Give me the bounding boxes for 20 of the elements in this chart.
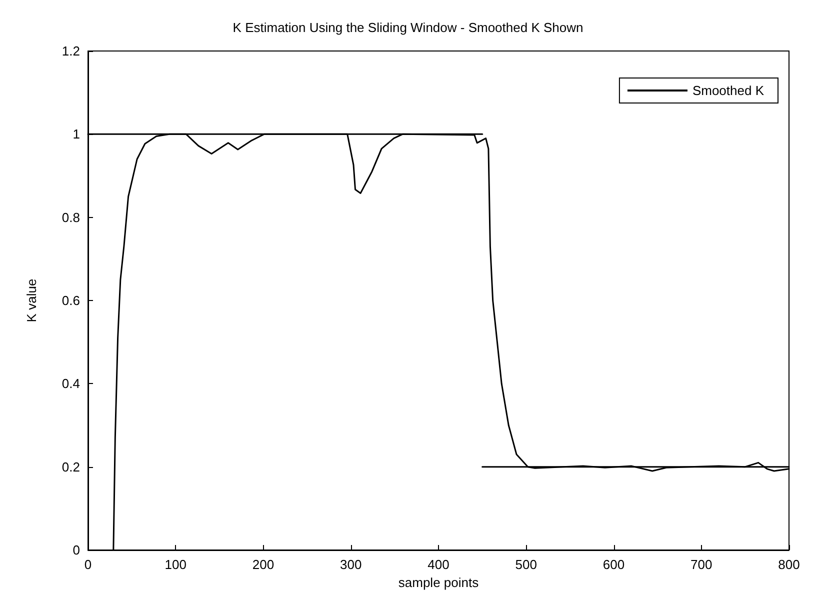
x-tick-label: 100 xyxy=(164,557,186,572)
x-tick-label: 300 xyxy=(340,557,362,572)
y-tick-label: 0.4 xyxy=(62,376,80,392)
chart-title: K Estimation Using the Sliding Window - Smoothed K Shown xyxy=(232,20,584,35)
y-tick-label: 0.6 xyxy=(62,293,80,308)
y-tick-label: 0.8 xyxy=(62,210,80,225)
y-tick-label: 0.2 xyxy=(62,459,80,474)
x-tick-label: 600 xyxy=(602,557,625,572)
y-tick-label: 1.2 xyxy=(62,44,80,58)
x-tick-label: 400 xyxy=(428,557,450,572)
x-tick-label: 200 xyxy=(252,557,274,572)
x-tick-label: 0 xyxy=(84,557,92,572)
y-tick-label: 1 xyxy=(72,126,80,142)
legend-label: Smoothed K xyxy=(692,83,764,98)
x-tick-label: 800 xyxy=(778,557,800,572)
x-axis-title: sample points xyxy=(398,574,480,590)
x-tick-label: 500 xyxy=(515,557,537,572)
y-axis-title: K value xyxy=(24,278,39,322)
y-tick-label: 0 xyxy=(72,542,80,558)
x-tick-label: 700 xyxy=(690,557,712,572)
